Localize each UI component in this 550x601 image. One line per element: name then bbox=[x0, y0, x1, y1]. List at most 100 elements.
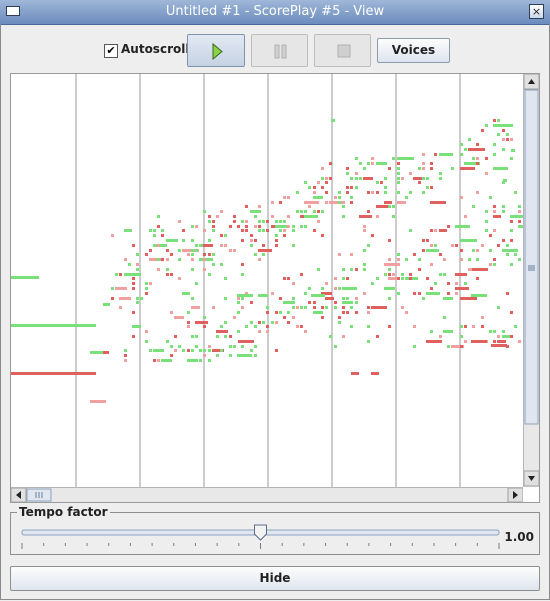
note bbox=[384, 201, 392, 204]
note bbox=[250, 244, 253, 247]
scroll-right-button[interactable] bbox=[507, 487, 524, 503]
note bbox=[325, 177, 328, 180]
note bbox=[388, 325, 391, 328]
note bbox=[455, 282, 458, 285]
tempo-factor-label: Tempo factor bbox=[17, 505, 110, 519]
window-menu-icon[interactable] bbox=[6, 6, 20, 16]
note bbox=[346, 311, 349, 314]
note bbox=[145, 330, 148, 333]
note bbox=[237, 354, 252, 357]
note bbox=[304, 292, 307, 295]
note bbox=[229, 225, 232, 228]
note bbox=[346, 172, 349, 175]
note bbox=[145, 282, 148, 285]
note bbox=[258, 294, 268, 297]
note bbox=[187, 321, 190, 324]
note bbox=[262, 229, 265, 232]
close-button[interactable]: × bbox=[529, 4, 544, 19]
note bbox=[245, 325, 248, 328]
note bbox=[258, 249, 272, 252]
note bbox=[254, 239, 257, 242]
note bbox=[497, 119, 500, 122]
horizontal-scrollbar[interactable] bbox=[10, 487, 524, 503]
note bbox=[111, 287, 114, 290]
note bbox=[506, 253, 509, 256]
note bbox=[476, 191, 479, 194]
note bbox=[132, 287, 135, 290]
note bbox=[136, 297, 139, 300]
note bbox=[191, 225, 194, 228]
note bbox=[342, 215, 345, 218]
note bbox=[103, 351, 109, 354]
note bbox=[363, 177, 373, 180]
note bbox=[502, 335, 512, 338]
scroll-down-button[interactable] bbox=[523, 470, 540, 487]
vertical-scroll-thumb[interactable] bbox=[524, 89, 539, 425]
note bbox=[241, 306, 244, 309]
note bbox=[460, 153, 463, 156]
voices-button[interactable]: Voices bbox=[377, 38, 450, 63]
note bbox=[250, 321, 253, 324]
note bbox=[174, 349, 177, 352]
note bbox=[485, 124, 488, 127]
note bbox=[275, 349, 278, 352]
note bbox=[279, 229, 282, 232]
hide-button[interactable]: Hide bbox=[10, 566, 540, 591]
note bbox=[321, 186, 324, 189]
note bbox=[359, 215, 372, 218]
note bbox=[497, 133, 500, 136]
note bbox=[212, 349, 224, 352]
note bbox=[287, 321, 290, 324]
scroll-left-button[interactable] bbox=[10, 487, 27, 503]
note bbox=[279, 297, 282, 300]
vertical-scrollbar[interactable] bbox=[523, 73, 540, 487]
note bbox=[355, 268, 358, 271]
note bbox=[128, 263, 131, 266]
note bbox=[367, 244, 370, 247]
note bbox=[506, 345, 509, 348]
note bbox=[489, 249, 492, 252]
note bbox=[317, 220, 320, 223]
note bbox=[195, 225, 198, 228]
tempo-slider[interactable] bbox=[19, 521, 509, 551]
scroll-up-button[interactable] bbox=[523, 73, 540, 90]
note bbox=[497, 335, 500, 338]
note bbox=[485, 220, 488, 223]
note bbox=[439, 177, 442, 180]
note bbox=[203, 349, 206, 352]
horizontal-scroll-thumb[interactable] bbox=[26, 488, 52, 502]
note bbox=[443, 330, 453, 333]
note bbox=[363, 268, 366, 271]
piano-roll[interactable] bbox=[11, 74, 523, 487]
stop-button[interactable] bbox=[314, 34, 371, 67]
note bbox=[397, 263, 400, 266]
note bbox=[455, 244, 458, 247]
autoscroll-label[interactable]: Autoscroll bbox=[121, 42, 190, 56]
note bbox=[325, 191, 328, 194]
note bbox=[245, 220, 248, 223]
note bbox=[334, 196, 337, 199]
note bbox=[275, 239, 278, 242]
note bbox=[350, 325, 353, 328]
note bbox=[476, 277, 479, 280]
note bbox=[439, 273, 442, 276]
note bbox=[304, 306, 307, 309]
note bbox=[342, 311, 345, 314]
note bbox=[166, 268, 169, 271]
note bbox=[279, 220, 282, 223]
note bbox=[447, 225, 450, 228]
slider-knob[interactable] bbox=[254, 524, 267, 541]
note bbox=[397, 253, 400, 256]
note bbox=[136, 253, 139, 256]
play-button[interactable] bbox=[187, 34, 245, 67]
score-view[interactable] bbox=[10, 73, 540, 503]
autoscroll-checkbox[interactable]: ✔ bbox=[104, 44, 118, 58]
note bbox=[250, 234, 253, 237]
note bbox=[241, 239, 244, 242]
note bbox=[506, 138, 509, 141]
note bbox=[317, 210, 320, 213]
note bbox=[430, 162, 433, 165]
note bbox=[313, 301, 316, 304]
pause-button[interactable] bbox=[251, 34, 308, 67]
note bbox=[90, 400, 106, 403]
